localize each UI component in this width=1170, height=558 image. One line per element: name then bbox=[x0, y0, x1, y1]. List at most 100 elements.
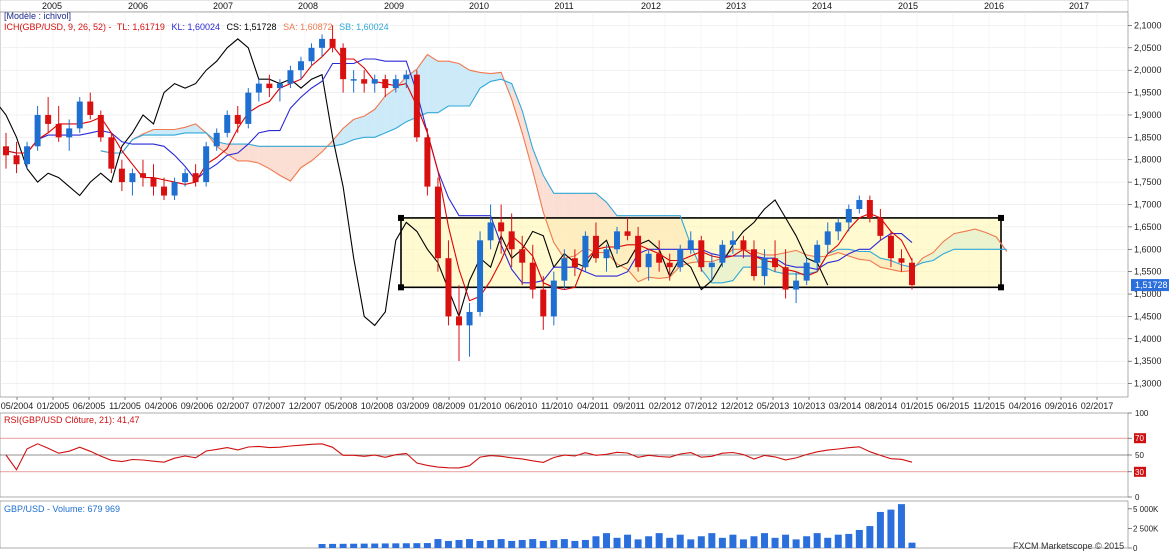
price-tick-label: 1,8500 bbox=[1134, 132, 1162, 142]
candle bbox=[34, 106, 41, 151]
cloud-segment bbox=[290, 146, 301, 181]
cloud-segment bbox=[437, 61, 449, 113]
candle bbox=[45, 97, 52, 133]
volume-bar bbox=[613, 537, 621, 548]
cloud-segment bbox=[227, 144, 238, 161]
date-tick-label: 11/2010 bbox=[541, 401, 573, 411]
rsi-indicator: 100 70 50 30 0 bbox=[0, 409, 1149, 502]
volume-bar bbox=[887, 509, 895, 548]
price-tick-label: 2,0000 bbox=[1134, 65, 1162, 75]
volume-bar bbox=[402, 543, 410, 548]
candle bbox=[729, 231, 736, 254]
range-box-handle[interactable] bbox=[398, 284, 404, 291]
candle bbox=[87, 92, 94, 120]
date-tick-label: 04/2006 bbox=[145, 401, 178, 411]
year-label: 2017 bbox=[1069, 1, 1089, 11]
date-tick-label: 09/2006 bbox=[181, 401, 214, 411]
volume-bar bbox=[518, 540, 526, 548]
senkou-a-value: SA: 1,60872 bbox=[283, 22, 333, 32]
candle bbox=[287, 65, 294, 89]
candle bbox=[129, 168, 136, 196]
volume-bar bbox=[455, 540, 463, 548]
cloud-segment bbox=[269, 146, 280, 176]
date-tick-label: 09/2016 bbox=[1045, 401, 1078, 411]
rsi-line bbox=[5, 443, 913, 471]
year-label: 2013 bbox=[726, 1, 746, 11]
kijun-line bbox=[5, 58, 913, 284]
rsi-tick-label: 0 bbox=[1135, 493, 1140, 502]
candle bbox=[255, 79, 262, 102]
candle bbox=[13, 141, 20, 174]
price-tick-label: 2,1000 bbox=[1134, 20, 1162, 30]
candle bbox=[782, 249, 789, 299]
chikou-line bbox=[0, 38, 829, 327]
volume-bar bbox=[666, 537, 674, 548]
candle bbox=[719, 240, 726, 268]
volume-bar bbox=[508, 540, 516, 548]
volume-bar bbox=[434, 539, 442, 548]
candle bbox=[3, 132, 9, 169]
volume-bar bbox=[782, 534, 790, 548]
cloud-segment bbox=[385, 88, 396, 133]
candle bbox=[350, 70, 357, 93]
volume-bar bbox=[855, 529, 863, 548]
cloud-segment bbox=[522, 110, 533, 171]
volume-bar bbox=[444, 540, 452, 548]
volume-bar bbox=[371, 543, 379, 548]
year-label: 2016 bbox=[984, 1, 1004, 11]
candle bbox=[329, 25, 336, 53]
volume-title: GBP/USD - Volume: 679 969 bbox=[4, 504, 120, 514]
volume-bar bbox=[813, 533, 821, 548]
candle bbox=[413, 70, 420, 142]
year-label: 2012 bbox=[641, 1, 661, 11]
cloud-segment bbox=[164, 129, 175, 136]
cloud-segment bbox=[353, 116, 365, 140]
volume-bar bbox=[697, 536, 705, 548]
volume-bar bbox=[329, 543, 337, 548]
year-label: 2007 bbox=[213, 1, 233, 11]
volume-bar bbox=[824, 537, 832, 548]
volume-bar bbox=[360, 543, 368, 548]
candle bbox=[66, 119, 73, 151]
candle bbox=[161, 177, 168, 201]
date-tick-label: 06/2005 bbox=[73, 401, 106, 411]
candle bbox=[592, 222, 599, 263]
kijun-value: KL: 1,60024 bbox=[171, 22, 220, 32]
candle bbox=[150, 164, 157, 196]
candle bbox=[340, 43, 347, 93]
rsi-tick-label: 100 bbox=[1135, 409, 1149, 418]
candle bbox=[276, 79, 283, 102]
cloud-segment bbox=[459, 63, 470, 107]
volume-bar bbox=[834, 534, 842, 548]
date-tick-label: 07/2012 bbox=[685, 401, 718, 411]
cloud-segment bbox=[448, 61, 459, 107]
candle bbox=[108, 132, 115, 174]
candle bbox=[24, 141, 31, 169]
range-box-handle[interactable] bbox=[398, 214, 404, 221]
volume-tick-label: 0 bbox=[1133, 544, 1138, 553]
volume-bar bbox=[676, 534, 684, 548]
candle bbox=[445, 240, 452, 326]
candle bbox=[434, 177, 441, 272]
candle bbox=[887, 231, 894, 268]
candle bbox=[761, 249, 768, 286]
candle bbox=[371, 74, 378, 93]
cloud-segment bbox=[395, 76, 407, 129]
candle bbox=[392, 74, 399, 93]
candle bbox=[824, 222, 831, 254]
candle bbox=[772, 240, 779, 272]
range-box-handle[interactable] bbox=[998, 214, 1004, 221]
volume-bar bbox=[771, 537, 779, 548]
year-label: 2015 bbox=[898, 1, 918, 11]
candle bbox=[203, 141, 210, 187]
candle bbox=[877, 208, 884, 241]
date-tick-label: 10/2013 bbox=[793, 401, 826, 411]
date-tick-label: 11/2015 bbox=[973, 401, 1005, 411]
current-price-label: 1,51728 bbox=[1135, 280, 1168, 290]
volume-bar bbox=[624, 534, 632, 548]
candle bbox=[698, 235, 705, 272]
volume-tick-label: 5 000K bbox=[1133, 505, 1159, 514]
date-tick-label: 01/2010 bbox=[469, 401, 502, 411]
range-box-handle[interactable] bbox=[998, 284, 1004, 291]
